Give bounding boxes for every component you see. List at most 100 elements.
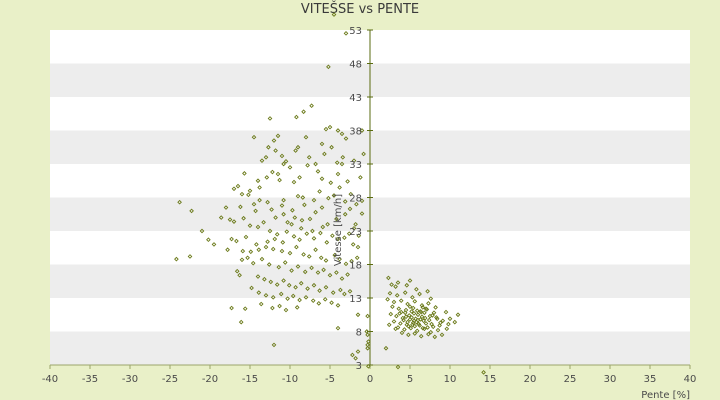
data-point xyxy=(258,301,264,307)
data-point xyxy=(327,272,333,278)
data-point xyxy=(343,261,349,267)
data-point xyxy=(409,315,414,320)
data-point xyxy=(335,325,341,331)
chart-title: VITEŠSE vs PENTE xyxy=(300,2,420,17)
data-point xyxy=(235,183,241,189)
data-point xyxy=(273,215,278,220)
x-tick-label: 0 xyxy=(367,374,373,385)
x-tick-label: -35 xyxy=(82,374,98,385)
data-point xyxy=(345,179,350,184)
data-point xyxy=(248,249,254,255)
data-point xyxy=(481,370,486,375)
data-point xyxy=(266,144,271,150)
data-point xyxy=(231,186,237,192)
data-point xyxy=(177,199,182,205)
data-point xyxy=(425,288,430,294)
data-point xyxy=(297,297,302,303)
data-point xyxy=(291,234,297,239)
data-point xyxy=(271,342,277,348)
data-point xyxy=(309,265,314,271)
data-point xyxy=(285,296,290,302)
data-point xyxy=(270,305,275,311)
y-tick-label: 28 xyxy=(349,194,362,205)
data-point xyxy=(335,128,341,133)
data-point xyxy=(174,256,179,262)
data-point xyxy=(298,225,304,231)
data-point xyxy=(410,322,415,328)
data-point xyxy=(447,316,453,322)
data-point xyxy=(326,195,331,201)
data-point xyxy=(366,364,371,369)
data-point xyxy=(410,305,416,311)
data-point xyxy=(394,313,399,319)
data-point xyxy=(355,349,361,354)
data-point xyxy=(335,303,341,308)
data-point xyxy=(335,236,341,242)
data-point xyxy=(329,300,334,306)
data-point xyxy=(240,248,246,254)
data-point xyxy=(330,290,336,295)
y-tick-label: 18 xyxy=(349,261,362,272)
y-tick-label: 33 xyxy=(349,160,362,171)
data-point xyxy=(354,255,360,261)
data-point xyxy=(313,247,318,253)
data-point xyxy=(415,317,421,323)
data-point xyxy=(406,313,412,318)
data-point xyxy=(189,208,194,214)
data-point xyxy=(426,317,432,323)
data-point xyxy=(290,207,295,213)
data-point xyxy=(418,309,424,315)
data-point xyxy=(398,321,403,326)
data-point xyxy=(287,165,293,170)
x-tick-label: -40 xyxy=(42,374,58,385)
data-point xyxy=(311,282,317,288)
data-point xyxy=(322,151,327,157)
data-point xyxy=(237,272,242,278)
data-point xyxy=(323,258,329,263)
data-point xyxy=(443,309,449,315)
data-point xyxy=(365,313,370,319)
data-point xyxy=(266,262,272,267)
data-point xyxy=(331,12,337,17)
y-tick-label: 38 xyxy=(349,127,362,138)
data-point xyxy=(274,232,280,237)
data-point xyxy=(275,133,281,139)
x-tick-label: 10 xyxy=(444,374,457,385)
data-point xyxy=(218,215,224,220)
data-point xyxy=(342,235,347,241)
data-point xyxy=(313,209,318,215)
y-tick-label: 23 xyxy=(349,227,362,238)
data-point xyxy=(307,216,313,222)
data-point xyxy=(265,199,270,205)
data-point xyxy=(300,195,306,200)
data-point xyxy=(310,298,316,304)
data-point xyxy=(353,355,358,361)
data-point xyxy=(323,126,329,132)
data-point xyxy=(316,301,322,306)
data-point xyxy=(339,276,345,281)
data-point xyxy=(234,238,239,244)
data-point xyxy=(281,197,286,203)
data-point xyxy=(294,305,300,310)
data-point xyxy=(420,305,426,310)
data-point xyxy=(386,275,391,281)
data-point xyxy=(231,219,237,224)
data-point xyxy=(343,136,349,141)
x-tick-label: -30 xyxy=(122,374,138,385)
data-point xyxy=(267,228,273,234)
data-point xyxy=(285,219,290,225)
data-point xyxy=(294,244,299,250)
data-point xyxy=(354,201,359,207)
data-point xyxy=(247,188,253,194)
data-point xyxy=(318,230,323,236)
data-point xyxy=(241,215,246,221)
data-point xyxy=(419,314,425,320)
data-point xyxy=(301,252,306,257)
data-point xyxy=(438,320,443,326)
data-point xyxy=(311,236,317,241)
data-point xyxy=(366,339,371,344)
data-point xyxy=(339,161,345,167)
data-point xyxy=(255,224,261,230)
data-point xyxy=(427,313,433,319)
data-point xyxy=(281,161,286,167)
